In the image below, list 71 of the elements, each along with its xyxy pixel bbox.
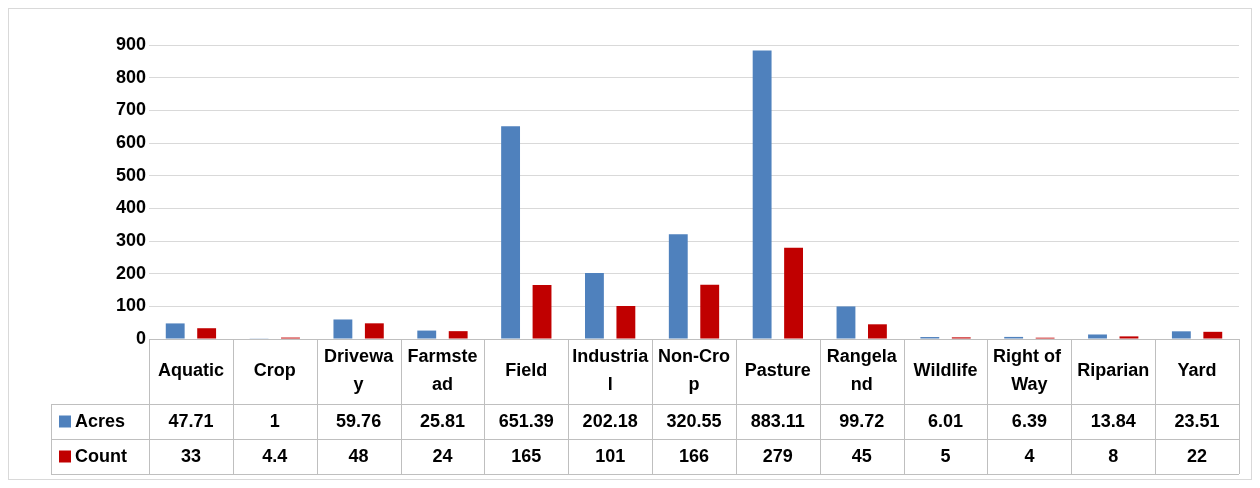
- y-tick-label: 0: [135, 327, 146, 348]
- bar: [752, 50, 772, 339]
- data-label: 4.4: [262, 446, 288, 467]
- bar: [501, 126, 521, 339]
- bar: [1119, 336, 1139, 339]
- y-tick-label: 700: [115, 99, 146, 120]
- legend-label: Count: [75, 446, 127, 467]
- y-tick-label: 100: [115, 295, 146, 316]
- x-tick-label: Riparian: [1077, 360, 1150, 381]
- data-label: 165: [511, 446, 542, 467]
- data-label: 25.81: [419, 411, 465, 432]
- bar: [1203, 331, 1223, 339]
- x-tick-label: Pasture: [744, 360, 811, 381]
- data-label: 59.76: [336, 411, 382, 432]
- data-label: 1: [269, 411, 280, 432]
- y-tick-label: 500: [115, 164, 146, 185]
- y-tick-label: 400: [115, 197, 146, 218]
- x-tick-label: Crop: [253, 360, 296, 381]
- bar: [867, 324, 887, 339]
- x-tick-label: Farmstead: [407, 346, 478, 395]
- data-label: 23.51: [1174, 411, 1220, 432]
- data-label: 24: [432, 446, 453, 467]
- data-label: 6.01: [928, 411, 964, 432]
- bar: [1088, 334, 1107, 339]
- data-label: 99.72: [839, 411, 885, 432]
- data-label: 202.18: [582, 411, 638, 432]
- bar: [700, 284, 720, 339]
- bar: [585, 272, 604, 339]
- bar: [165, 323, 185, 339]
- data-label: 101: [595, 446, 626, 467]
- x-tick-label: Aquatic: [157, 360, 224, 381]
- y-tick-label: 800: [115, 66, 146, 87]
- x-tick-label: Industrial: [572, 346, 650, 395]
- data-label: 47.71: [168, 411, 214, 432]
- bar: [836, 306, 856, 339]
- data-label: 22: [1187, 446, 1208, 467]
- data-label: 651.39: [498, 411, 554, 432]
- x-tick-label: Field: [505, 360, 548, 381]
- data-label: 166: [678, 446, 710, 467]
- bar: [668, 234, 688, 339]
- y-tick-label: 200: [115, 262, 146, 283]
- data-label: 883.11: [750, 411, 805, 432]
- bar: [1171, 331, 1191, 339]
- data-label: 5: [940, 446, 951, 467]
- y-tick-label: 900: [115, 33, 146, 54]
- data-label: 33: [180, 446, 201, 467]
- bar: [197, 328, 217, 339]
- data-label: 13.84: [1090, 411, 1136, 432]
- x-tick-label: Non-Crop: [658, 346, 730, 395]
- data-label: 320.55: [666, 411, 722, 432]
- bar: [784, 247, 803, 339]
- y-tick-label: 600: [115, 131, 146, 152]
- bar: [364, 323, 384, 339]
- x-tick-label: Wildlife: [913, 360, 978, 381]
- bar: [616, 306, 636, 339]
- y-tick-label: 300: [115, 229, 146, 250]
- x-tick-label: Rangeland: [826, 346, 898, 395]
- data-label: 4: [1024, 446, 1035, 467]
- data-label: 8: [1108, 446, 1119, 467]
- legend-label: Acres: [75, 411, 126, 432]
- data-label: 279: [762, 446, 793, 467]
- data-label: 6.39: [1011, 411, 1047, 432]
- x-tick-label: Right of Way: [992, 346, 1066, 395]
- bar: [333, 319, 353, 339]
- bar: [448, 331, 468, 339]
- data-label: 48: [348, 446, 369, 467]
- x-tick-label: Driveway: [324, 346, 395, 395]
- bar: [532, 285, 552, 339]
- data-label: 45: [851, 446, 872, 467]
- bar: [417, 330, 437, 339]
- x-tick-label: Yard: [1177, 360, 1217, 381]
